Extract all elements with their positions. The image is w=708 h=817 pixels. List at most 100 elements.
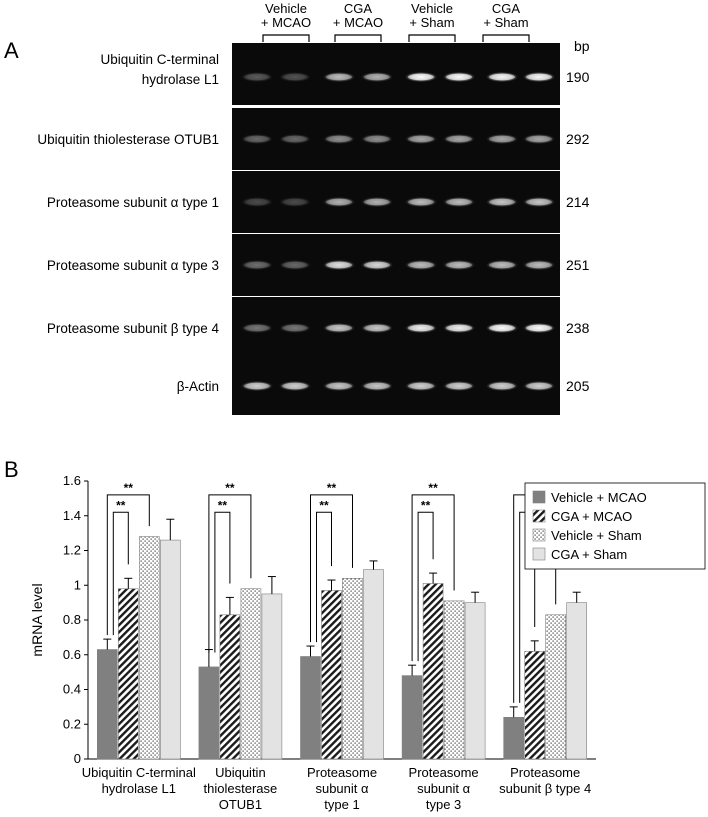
gel-band xyxy=(405,134,437,144)
gel-band-core xyxy=(282,382,308,390)
y-axis-label: mRNA level xyxy=(29,583,45,656)
gel-band-core xyxy=(326,73,352,81)
significance-bracket-outer xyxy=(310,494,353,643)
gel-band-core xyxy=(244,198,270,206)
gel-band-core xyxy=(364,261,390,269)
bar xyxy=(503,716,525,760)
lane-header-line1: Vehicle xyxy=(265,1,307,16)
x-category-label: type 1 xyxy=(324,797,359,812)
gel-band-core xyxy=(526,135,552,143)
gel-band-core xyxy=(326,198,352,206)
gel-band xyxy=(361,72,393,82)
gel-row: β-Actin 205 xyxy=(177,357,590,415)
significance-marker: ** xyxy=(218,498,228,512)
gel-band xyxy=(405,323,437,333)
gel-band-core xyxy=(364,198,390,206)
gel-band-core xyxy=(489,198,515,206)
significance-marker: ** xyxy=(428,481,438,495)
gel-band-core xyxy=(364,73,390,81)
gel-row-label: Proteasome subunit α type 3 xyxy=(47,258,219,273)
gel-band-core xyxy=(446,135,472,143)
band-size-bp: 190 xyxy=(566,69,590,85)
bar xyxy=(321,590,342,760)
gel-band-core xyxy=(489,261,515,269)
x-category-label: Ubiquitin C-terminal xyxy=(82,765,196,780)
bar xyxy=(97,649,118,760)
x-category-label: subunit β type 4 xyxy=(499,781,591,796)
gel-band-core xyxy=(326,261,352,269)
gel-row-label: hydrolase L1 xyxy=(142,72,219,87)
y-tick-label: 1.4 xyxy=(63,508,81,523)
bar xyxy=(219,614,241,760)
gel-row: Proteasome subunit β type 4 238 xyxy=(47,297,590,359)
x-category-label: hydrolase L1 xyxy=(102,781,176,796)
panel-a-label: A xyxy=(4,38,19,63)
legend-swatch xyxy=(532,547,546,561)
gel-band-core xyxy=(526,198,552,206)
gel-band xyxy=(323,381,355,391)
band-size-bp: 251 xyxy=(566,257,590,273)
gel-band xyxy=(279,197,311,207)
gel-band xyxy=(443,197,475,207)
y-tick-label: 0 xyxy=(74,751,81,766)
gel-band xyxy=(279,260,311,270)
significance-marker: ** xyxy=(327,481,337,495)
gel-band-core xyxy=(446,261,472,269)
gel-band-core xyxy=(408,198,434,206)
lane-header-line1: CGA xyxy=(344,1,373,16)
legend-swatch xyxy=(532,490,546,504)
lane-bracket xyxy=(262,34,310,42)
x-category-label: Ubiquitin xyxy=(215,765,266,780)
gel-row-label: Proteasome subunit α type 1 xyxy=(47,195,219,210)
legend-entry: CGA + MCAO xyxy=(551,509,632,524)
x-category-label: thiolesterase xyxy=(204,781,278,796)
significance-bracket-inner xyxy=(417,511,434,662)
gel-band xyxy=(323,72,355,82)
gel-band xyxy=(323,323,355,333)
gel-band xyxy=(241,134,273,144)
gel-band-core xyxy=(408,261,434,269)
bar xyxy=(240,588,262,760)
x-category-label: OTUB1 xyxy=(219,797,262,812)
gel-band-core xyxy=(282,198,308,206)
gel-band-core xyxy=(282,261,308,269)
gel-band xyxy=(523,197,555,207)
gel-row-label: Ubiquitin thiolesterase OTUB1 xyxy=(37,132,219,147)
gel-band-core xyxy=(326,382,352,390)
significance-marker: ** xyxy=(116,498,126,512)
band-size-bp: 238 xyxy=(566,320,590,336)
y-tick-label: 0.4 xyxy=(63,682,81,697)
gel-band-core xyxy=(364,135,390,143)
gel-band xyxy=(405,381,437,391)
gel-band xyxy=(523,260,555,270)
bar xyxy=(464,602,486,760)
gel-band xyxy=(361,323,393,333)
gel-band xyxy=(486,134,518,144)
lane-header-line2: + MCAO xyxy=(333,15,383,30)
gel-band-core xyxy=(244,324,270,332)
gel-band-core xyxy=(446,198,472,206)
gel-band-core xyxy=(489,324,515,332)
gel-band xyxy=(523,134,555,144)
gel-band-core xyxy=(526,261,552,269)
lane-header-line1: CGA xyxy=(492,1,521,16)
legend-entry: CGA + Sham xyxy=(551,547,627,562)
gel-band xyxy=(279,72,311,82)
gel-band xyxy=(486,260,518,270)
legend-entry: Vehicle + Sham xyxy=(551,528,642,543)
gel-band-core xyxy=(244,261,270,269)
legend: Vehicle + MCAO CGA + MCAO Vehicle + Sham CG… xyxy=(524,482,706,570)
gel-band xyxy=(361,260,393,270)
gel-band-core xyxy=(244,135,270,143)
lane-header-line1: Vehicle xyxy=(411,1,453,16)
bar xyxy=(443,600,465,760)
gel-band xyxy=(405,197,437,207)
bar xyxy=(261,593,283,760)
significance-bracket-inner xyxy=(112,511,129,636)
gel-band xyxy=(241,260,273,270)
bar xyxy=(198,666,220,760)
y-tick-label: 1.2 xyxy=(63,543,81,558)
gel-band-core xyxy=(408,73,434,81)
band-size-bp: 292 xyxy=(566,131,590,147)
